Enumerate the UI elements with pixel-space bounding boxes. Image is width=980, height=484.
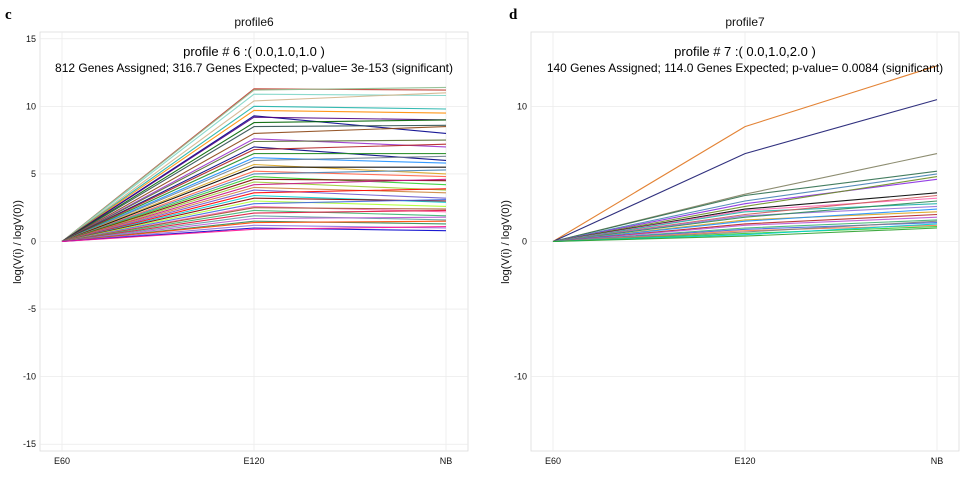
series-group xyxy=(552,65,938,243)
series-line xyxy=(61,189,447,243)
x-tick-label: NB xyxy=(931,456,944,466)
series-line xyxy=(61,199,447,243)
chart-panel-c: -15 -10 -5 0 5 10 15 E60 E120 NB c profile6 prof… xyxy=(5,7,469,466)
profile-description: profile # 6 :( 0.0,1.0,1.0 ) xyxy=(183,44,325,59)
series-line xyxy=(552,216,938,243)
y-axis-ticks: -10 0 10 xyxy=(514,101,527,381)
series-line xyxy=(61,200,447,243)
series-line xyxy=(61,170,447,243)
series-line xyxy=(61,220,447,243)
profile-description: profile # 7 :( 0.0,1.0,2.0 ) xyxy=(674,44,816,59)
y-tick-label: -5 xyxy=(28,304,36,314)
series-line xyxy=(61,176,447,243)
series-line xyxy=(61,188,447,243)
series-line xyxy=(61,119,447,242)
series-line xyxy=(61,146,447,242)
y-tick-label: 10 xyxy=(26,101,36,111)
series-line xyxy=(552,99,938,243)
x-axis-ticks: E60 E120 NB xyxy=(545,456,943,466)
series-line xyxy=(61,86,447,242)
series-line xyxy=(61,143,447,242)
series-line xyxy=(61,157,447,243)
series-line xyxy=(61,209,447,243)
x-tick-label: E60 xyxy=(545,456,561,466)
series-line xyxy=(61,226,447,243)
chart-title: profile6 xyxy=(234,15,274,29)
panel-letter: d xyxy=(509,7,518,23)
series-line xyxy=(61,155,447,243)
series-line xyxy=(552,170,938,243)
series-line xyxy=(61,124,447,242)
series-line xyxy=(552,200,938,243)
y-tick-label: 15 xyxy=(26,34,36,44)
y-tick-label: 0 xyxy=(31,237,36,247)
series-line xyxy=(61,126,447,242)
x-tick-label: E120 xyxy=(734,456,755,466)
y-axis-label: log(V(i) / logV(0)) xyxy=(12,200,24,284)
x-tick-label: E60 xyxy=(54,456,70,466)
y-tick-label: -10 xyxy=(514,372,527,382)
chart-title: profile7 xyxy=(725,15,765,29)
series-line xyxy=(552,173,938,243)
series-line xyxy=(552,176,938,243)
series-line xyxy=(61,186,447,243)
x-axis-ticks: E60 E120 NB xyxy=(54,456,452,466)
series-line xyxy=(552,227,938,243)
series-line xyxy=(61,197,447,243)
y-tick-label: 10 xyxy=(517,101,527,111)
series-line xyxy=(61,153,446,243)
y-tick-label: -15 xyxy=(23,439,36,449)
series-line xyxy=(61,105,447,242)
series-line xyxy=(61,92,447,242)
series-group xyxy=(61,86,447,243)
series-line xyxy=(61,109,447,242)
series-line xyxy=(61,178,447,243)
y-axis-label: log(V(i) / logV(0)) xyxy=(500,200,512,284)
series-line xyxy=(552,178,938,243)
series-line xyxy=(61,139,447,242)
profile-statistics: 140 Genes Assigned; 114.0 Genes Expected… xyxy=(547,61,943,75)
series-line xyxy=(61,216,447,243)
x-tick-label: NB xyxy=(440,456,453,466)
series-line xyxy=(61,207,447,243)
series-line xyxy=(61,215,447,243)
panel-letter: c xyxy=(5,7,12,23)
chart-panel-d: -10 0 10 E60 E120 NB d profile7 profile # 7 … xyxy=(500,7,960,466)
series-line xyxy=(61,181,447,243)
profile-statistics: 812 Genes Assigned; 316.7 Genes Expected… xyxy=(55,61,453,75)
gridlines xyxy=(40,32,468,451)
x-tick-label: E120 xyxy=(243,456,264,466)
series-line xyxy=(552,65,938,242)
y-axis-ticks: -15 -10 -5 0 5 10 15 xyxy=(23,34,36,449)
y-tick-label: 5 xyxy=(31,169,36,179)
series-line xyxy=(61,209,447,243)
series-line xyxy=(61,116,447,242)
series-line xyxy=(61,138,447,242)
y-tick-label: 0 xyxy=(522,237,527,247)
series-line xyxy=(552,208,938,243)
series-line xyxy=(61,169,447,243)
series-line xyxy=(61,178,447,243)
series-line xyxy=(61,166,446,243)
y-tick-label: -10 xyxy=(23,372,36,382)
